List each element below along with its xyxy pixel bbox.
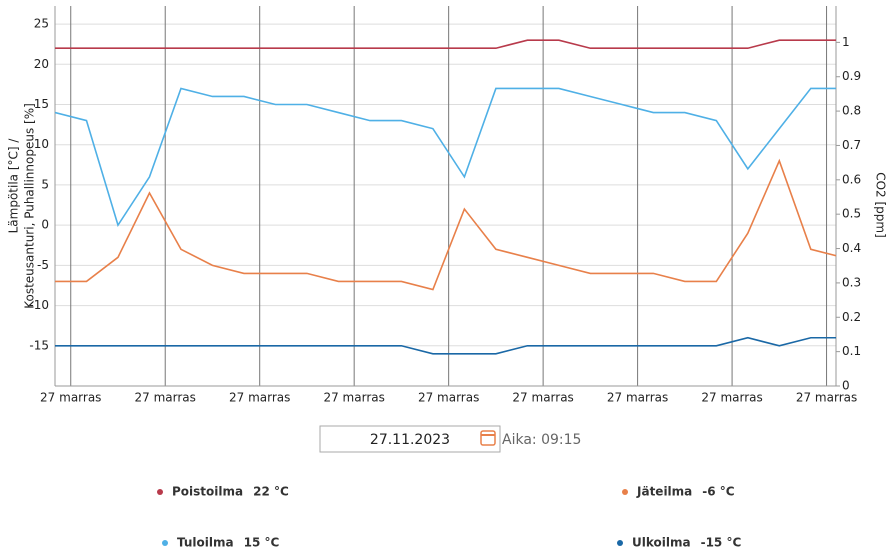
y-tick-label: 25 [34, 17, 49, 31]
plot [55, 39, 836, 355]
y-tick-label: 20 [34, 57, 49, 71]
y-tick-label: 0 [41, 218, 49, 232]
y2-tick-label: 0 [842, 379, 850, 393]
x-tick-label: 27 marras [418, 391, 479, 405]
x-tick-label: 27 marras [796, 391, 857, 405]
x-tick-label: 27 marras [40, 391, 101, 405]
y2-tick-label: 0.3 [842, 275, 861, 289]
legend-reading: -6 °C [702, 485, 735, 499]
legend-item[interactable]: Tuloilma 15 °C [162, 536, 279, 550]
y2-tick-label: 0.4 [842, 241, 861, 255]
y-tick-label: 15 [34, 97, 49, 111]
y2-tick-label: 0.7 [842, 138, 861, 152]
legend-item[interactable]: Ulkoilma -15 °C [617, 536, 741, 550]
series-line [55, 158, 836, 291]
y-axis-label: Kosteusanturi, Puhallinnopeus [%] [23, 103, 37, 309]
x-tick-label: 27 marras [135, 391, 196, 405]
legend-label: Ulkoilma [632, 536, 691, 550]
legend-reading: -15 °C [701, 536, 742, 550]
x-tick-label: 27 marras [323, 391, 384, 405]
legend-marker [162, 540, 168, 546]
y2-tick-label: 0.5 [842, 207, 861, 221]
y2-tick-label: 1 [842, 35, 850, 49]
y-tick-label: 10 [34, 137, 49, 151]
series-line [55, 39, 836, 50]
legend-reading: 22 °C [253, 485, 289, 499]
time-text: Aika: 09:15 [502, 432, 581, 448]
y-tick-label: -5 [37, 258, 49, 272]
y2-axis-label: CO2 [ppm] [874, 172, 888, 238]
series-line [55, 336, 836, 355]
date-input[interactable] [319, 425, 501, 453]
legend-reading: 15 °C [244, 536, 280, 550]
y-tick-label: -10 [29, 298, 49, 312]
legend-marker [617, 540, 623, 546]
legend-item[interactable]: Poistoilma 22 °C [157, 485, 289, 499]
legend: Poistoilma 22 °C Jäteilma -6 °C Tuloilma 15 °… [157, 485, 741, 550]
legend-item[interactable]: Jäteilma -6 °C [622, 485, 735, 499]
legend-marker [157, 489, 163, 495]
y-tick-label: -15 [29, 338, 49, 352]
y-tick-label: 5 [41, 177, 49, 191]
y2-tick-label: 0.2 [842, 310, 861, 324]
x-tick-label: 27 marras [701, 391, 762, 405]
x-tick-label: 27 marras [512, 391, 573, 405]
x-tick-label: 27 marras [607, 391, 668, 405]
legend-label: Poistoilma [172, 485, 243, 499]
legend-marker [622, 489, 628, 495]
legend-label: Tuloilma [177, 536, 234, 550]
calendar-icon[interactable] [480, 430, 496, 446]
legend-label: Jäteilma [636, 485, 692, 499]
y2-tick-label: 0.9 [842, 69, 861, 83]
date-text: 27.11.2023 [370, 432, 450, 448]
y2-tick-label: 0.1 [842, 344, 861, 358]
x-tick-label: 27 marras [229, 391, 290, 405]
series-line [55, 87, 836, 228]
y-axis-label: Lämpötila [°C] / [7, 138, 21, 234]
y2-tick-label: 0.8 [842, 104, 861, 118]
y2-tick-label: 0.6 [842, 172, 861, 186]
